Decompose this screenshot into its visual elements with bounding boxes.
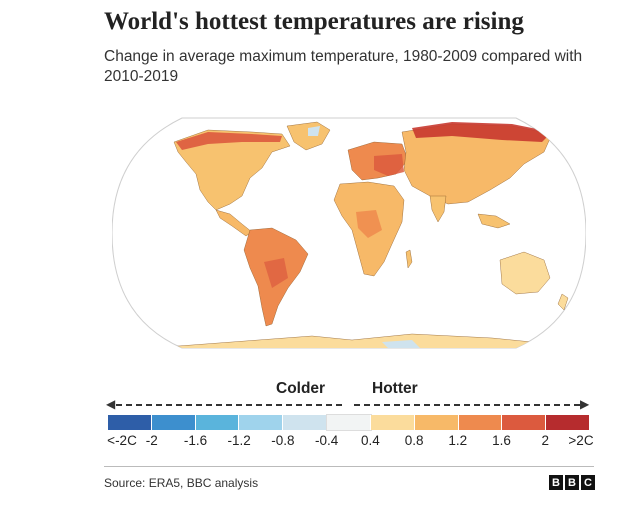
legend-hotter-label: Hotter xyxy=(372,380,418,397)
chart-subtitle: Change in average maximum temperature, 1… xyxy=(104,48,583,85)
africa-hot-spot xyxy=(356,210,382,238)
colder-arrow-line xyxy=(116,404,342,406)
world-map xyxy=(112,112,586,354)
legend-colder-label: Colder xyxy=(276,380,326,397)
hotter-arrow-line xyxy=(354,404,580,406)
scale-swatch xyxy=(283,415,328,430)
scale-tick-label: -2 xyxy=(145,433,158,448)
footer-divider xyxy=(104,466,594,467)
bbc-logo-letter: C xyxy=(581,475,595,490)
arctic-hot-band-america xyxy=(176,132,282,150)
scale-tick-label: >2C xyxy=(568,433,594,448)
scale-swatch xyxy=(151,415,196,430)
scale-swatch xyxy=(108,415,152,430)
scale-tick-label: -0.8 xyxy=(271,433,295,448)
scale-tick-label: -1.6 xyxy=(183,433,208,448)
south-america-hot-spot xyxy=(264,258,288,288)
bbc-logo: B B C xyxy=(549,475,595,490)
arctic-hot-band-asia xyxy=(412,122,552,142)
australia xyxy=(499,251,551,295)
scale-tick-label: 1.2 xyxy=(448,433,468,448)
chart-title: World's hottest temperatures are rising xyxy=(104,8,524,35)
scale-tick-label: <-2C xyxy=(107,433,137,448)
bbc-logo-letter: B xyxy=(565,475,579,490)
scale-swatch xyxy=(326,414,372,431)
madagascar xyxy=(405,249,413,269)
antarctica-cold-spot xyxy=(382,340,422,348)
color-scale xyxy=(108,414,589,431)
scale-tick-label: 0.8 xyxy=(404,433,424,448)
greenland-cold-spot xyxy=(308,126,320,136)
arrow-left-icon: ◀ xyxy=(106,397,116,411)
new-zealand xyxy=(557,293,569,311)
scale-swatch xyxy=(546,415,589,430)
southeast-asia xyxy=(477,213,511,229)
india xyxy=(429,195,447,223)
scale-swatch xyxy=(239,415,284,430)
scale-tick-label: 1.6 xyxy=(492,433,511,448)
source-note: Source: ERA5, BBC analysis xyxy=(104,476,259,490)
antarctica xyxy=(112,333,586,348)
scale-swatch xyxy=(195,415,240,430)
scale-tick-label: 2 xyxy=(541,433,550,448)
europe-hot-spot xyxy=(374,154,404,176)
scale-tick-label: -0.4 xyxy=(314,433,339,448)
bbc-logo-letter: B xyxy=(549,475,563,490)
arrow-right-icon: ▶ xyxy=(580,397,590,411)
scale-tick-label: -1.2 xyxy=(227,433,251,448)
scale-swatch xyxy=(414,415,459,430)
scale-tick-label: 0.4 xyxy=(360,433,380,448)
continents xyxy=(112,121,586,348)
scale-swatch xyxy=(370,415,415,430)
north-america xyxy=(173,129,291,211)
scale-swatch xyxy=(502,415,547,430)
scale-swatch xyxy=(458,415,503,430)
